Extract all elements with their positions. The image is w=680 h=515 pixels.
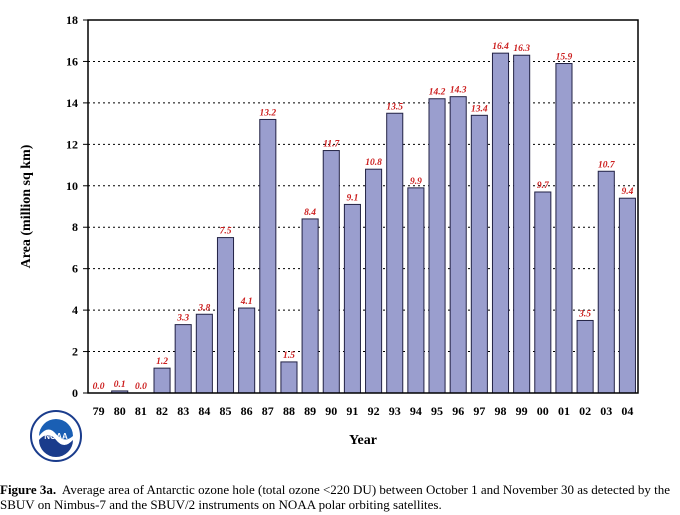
- data-label-86: 4.1: [240, 297, 253, 307]
- data-label-04: 9.4: [621, 187, 633, 197]
- x-tick-label-94: 94: [410, 404, 422, 418]
- x-tick-label-95: 95: [431, 404, 443, 418]
- x-tick-label-97: 97: [473, 404, 485, 418]
- caption-text: Average area of Antarctic ozone hole (to…: [0, 482, 670, 512]
- bar-04: [618, 197, 636, 394]
- bar-86: [238, 307, 256, 394]
- x-tick-label-92: 92: [368, 404, 380, 418]
- x-tick-label-93: 93: [389, 404, 401, 418]
- bar-87: [259, 118, 277, 394]
- x-tick-label-90: 90: [325, 404, 337, 418]
- y-tick-label: 12: [66, 137, 78, 151]
- bar-85: [216, 237, 235, 394]
- bar-83: [174, 324, 192, 394]
- data-label-93: 13.5: [386, 102, 403, 112]
- x-tick-label-82: 82: [156, 404, 168, 418]
- noaa-logo-text: NOAA: [44, 432, 68, 441]
- bar-chart: 0.0 0.1 0.0 1.2 3.3 3.8 7.5 4.1 13.2 1.5 8.4 11.7 9.…: [19, 13, 639, 448]
- data-label-83: 3.3: [176, 314, 189, 324]
- x-tick-label-03: 03: [600, 404, 612, 418]
- data-label-01: 15.9: [556, 53, 573, 63]
- bar-90: [322, 150, 340, 394]
- x-tick-label-81: 81: [135, 404, 147, 418]
- x-tick-label-84: 84: [198, 404, 210, 418]
- data-label-02: 3.5: [578, 309, 591, 319]
- data-label-88: 1.5: [283, 351, 295, 361]
- x-tick-label-83: 83: [177, 404, 189, 418]
- x-axis-title: Year: [349, 433, 377, 448]
- x-tick-label-87: 87: [262, 404, 274, 418]
- bar-94: [407, 187, 425, 394]
- bar-03: [597, 170, 615, 394]
- data-label-98: 16.4: [492, 42, 509, 52]
- data-label-95: 14.2: [429, 88, 446, 98]
- x-tick-label-79: 79: [93, 404, 105, 418]
- data-label-03: 10.7: [598, 160, 616, 170]
- data-label-85: 7.5: [220, 227, 232, 237]
- data-label-96: 14.3: [450, 86, 467, 96]
- bar-95: [428, 98, 446, 394]
- bar-89: [301, 218, 319, 394]
- data-label-92: 10.8: [365, 158, 382, 168]
- data-labels: 0.0 0.1 0.0 1.2 3.3 3.8 7.5 4.1 13.2 1.5 8.4 11.7 9.…: [93, 42, 634, 392]
- bar-99: [513, 54, 531, 394]
- data-label-80: 0.1: [114, 380, 126, 390]
- data-label-82: 1.2: [156, 357, 168, 367]
- y-tick-label: 10: [66, 179, 78, 193]
- y-tick-label: 18: [66, 13, 78, 27]
- y-tick-labels: 0 2 4 6 8 10 12 14 16 18: [66, 13, 88, 400]
- x-tick-label-01: 01: [558, 404, 570, 418]
- bar-98: [491, 52, 510, 394]
- x-tick-label-98: 98: [495, 404, 507, 418]
- bar-93: [386, 112, 404, 394]
- data-label-97: 13.4: [471, 104, 488, 114]
- x-tick-label-91: 91: [346, 404, 358, 418]
- data-label-90: 11.7: [323, 140, 340, 150]
- bar-88: [280, 361, 298, 394]
- y-axis-title: Area (million sq km): [19, 144, 34, 268]
- figure-caption: Figure 3a. Average area of Antarctic ozo…: [0, 482, 680, 512]
- bar-01: [555, 63, 573, 394]
- data-label-91: 9.1: [346, 193, 358, 203]
- bar-82: [153, 367, 171, 394]
- data-label-81: 0.0: [135, 382, 147, 392]
- data-label-89: 8.4: [304, 208, 316, 218]
- y-tick-label: 16: [66, 54, 78, 68]
- bar-92: [365, 168, 383, 394]
- x-tick-label-89: 89: [304, 404, 316, 418]
- y-tick-label: 4: [72, 303, 78, 317]
- x-tick-label-96: 96: [452, 404, 464, 418]
- data-label-84: 3.8: [197, 303, 210, 313]
- y-tick-label: 2: [72, 345, 78, 359]
- x-tick-label-86: 86: [241, 404, 253, 418]
- x-tick-label-00: 00: [537, 404, 549, 418]
- plot-frame: [87, 19, 639, 394]
- bar-91: [343, 203, 361, 394]
- noaa-logo: NOAA: [30, 410, 82, 467]
- data-label-94: 9.9: [410, 177, 422, 187]
- y-tick-label: 14: [66, 96, 78, 110]
- x-tick-label-04: 04: [621, 404, 633, 418]
- x-tick-label-02: 02: [579, 404, 591, 418]
- y-tick-label: 8: [72, 220, 78, 234]
- data-label-79: 0.0: [93, 382, 105, 392]
- bar-00: [534, 191, 552, 394]
- x-tick-label-99: 99: [516, 404, 528, 418]
- x-tick-label-85: 85: [220, 404, 232, 418]
- data-label-99: 16.3: [513, 44, 530, 54]
- y-tick-label: 0: [72, 386, 78, 400]
- data-label-87: 13.2: [259, 108, 276, 118]
- x-tick-label-80: 80: [114, 404, 126, 418]
- data-label-00: 9.7: [537, 181, 550, 191]
- bar-84: [195, 313, 213, 394]
- bar-02: [576, 319, 594, 394]
- x-tick-label-88: 88: [283, 404, 295, 418]
- bar-96: [449, 96, 467, 394]
- bar-97: [470, 114, 488, 394]
- y-tick-label: 6: [72, 262, 78, 276]
- gridlines: [88, 60, 638, 353]
- x-tick-labels: 79 80 81 82 83 84 85 86 87 88 89 90 91 92 93 94 95 96 97 98…: [93, 404, 634, 418]
- bars: [111, 52, 636, 394]
- caption-lead: Figure 3a.: [0, 482, 57, 497]
